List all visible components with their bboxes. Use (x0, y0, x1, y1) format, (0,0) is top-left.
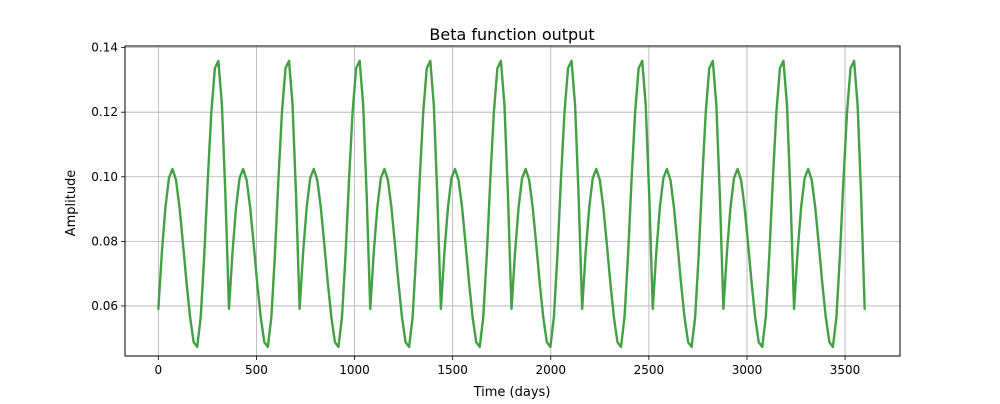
y-tick-label: 0.08 (91, 234, 118, 248)
chart-title: Beta function output (429, 25, 594, 44)
y-tick-label: 0.14 (91, 41, 118, 55)
x-tick-label: 1000 (339, 363, 370, 377)
x-tick-label: 2000 (535, 363, 566, 377)
x-tick-label: 1500 (437, 363, 468, 377)
x-tick-label: 2500 (634, 363, 665, 377)
x-tick-label: 3500 (830, 363, 861, 377)
y-tick-label: 0.06 (91, 299, 118, 313)
x-tick-label: 0 (155, 363, 163, 377)
series-line (157, 59, 866, 349)
y-axis: 0.06 0.08 0.10 0.12 0.14 (91, 41, 125, 313)
y-axis-label: Amplitude (64, 170, 79, 237)
y-tick-label: 0.10 (91, 170, 118, 184)
x-axis: 0 500 1000 1500 2000 2500 3000 3500 (155, 356, 861, 377)
plot-area-frame (124, 45, 901, 357)
x-tick-label: 500 (245, 363, 268, 377)
x-axis-label: Time (days) (473, 385, 551, 400)
y-tick-label: 0.12 (91, 105, 118, 119)
x-tick-label: 3000 (732, 363, 763, 377)
series-layer (157, 59, 866, 349)
